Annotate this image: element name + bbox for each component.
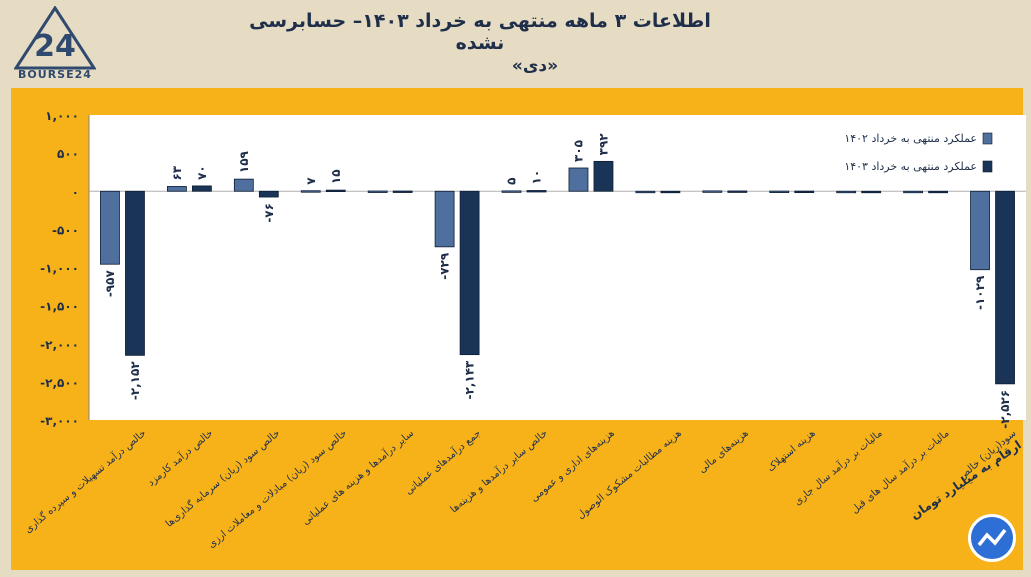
legend-swatch (982, 132, 993, 145)
data-label: ۳۹۲ (596, 133, 610, 156)
bar (233, 178, 254, 192)
bar (459, 190, 480, 356)
y-tick-label: -۱,۰۰۰ (40, 262, 79, 276)
data-label: ۷ (304, 177, 318, 185)
bar (166, 186, 187, 192)
page-title: اطلاعات ۳ ماهه منتهی به خرداد ۱۴۰۳– حساب… (249, 10, 711, 54)
bar (702, 190, 723, 193)
data-label: -۱۰۲۹ (973, 275, 987, 310)
data-label: ۷۰ (195, 165, 209, 180)
data-label: ۱۵ (329, 169, 343, 184)
category-label: خالص سود (زیان) سرمایه گذاری‌ها (163, 427, 282, 530)
y-tick-label: ۱,۰۰۰ (45, 109, 79, 123)
legend-label: عملکرد منتهی به خرداد ۱۴۰۲ (844, 132, 977, 145)
data-label: ۵ (505, 178, 519, 185)
data-label: ۱۰ (530, 170, 544, 185)
data-label: -۷۶ (262, 203, 276, 223)
data-label: -۲,۱۵۲ (128, 361, 142, 401)
y-tick-label: -۱,۵۰۰ (40, 300, 79, 314)
svg-text:24: 24 (34, 29, 76, 64)
data-label: ۶۳ (170, 165, 184, 180)
category-label: خالص درآمد تسهیلات و سپرده گذاری (22, 426, 149, 535)
bar (258, 190, 279, 198)
bar (928, 190, 949, 194)
legend-swatch (982, 160, 993, 173)
logo-text: BOURSE24 (18, 68, 92, 81)
trend-icon (977, 528, 1007, 547)
bar (367, 190, 388, 193)
y-tick-label: -۲,۰۰۰ (40, 338, 79, 352)
plot-area (89, 115, 1026, 420)
data-label: -۲,۵۲۶ (998, 390, 1012, 429)
category-label: خالص سود (زیان) مبادلات و معاملات ارزی (206, 428, 349, 550)
legend-label: عملکرد منتهی به خرداد ۱۴۰۳ (844, 160, 977, 173)
data-label: -۲,۱۴۳ (463, 360, 477, 400)
y-tick-label: ۵۰۰ (57, 147, 79, 161)
bar (125, 190, 145, 356)
data-label: -۹۵۷ (103, 270, 117, 298)
bar (526, 190, 547, 193)
bar (769, 190, 790, 193)
y-tick-label: -۲,۵۰۰ (40, 376, 79, 390)
bar (501, 190, 522, 193)
bar (660, 190, 681, 194)
bourse24-logo: 24 (14, 6, 96, 70)
category-label: هزینه‌های مالی (697, 428, 751, 476)
bar (995, 190, 1015, 385)
data-label: ۳۰۵ (571, 140, 585, 162)
bar (325, 189, 346, 193)
bar (300, 190, 321, 193)
category-label: خالص درآمد کارمزد (145, 426, 216, 488)
category-label: هزینه استهلاک (766, 428, 818, 474)
category-label: سایر درآمدها و هزینه های عملیاتی (299, 426, 416, 527)
bar (903, 190, 924, 194)
bar (568, 167, 589, 192)
bar (794, 190, 815, 193)
bar (861, 190, 882, 194)
bar (434, 190, 455, 248)
bar (392, 190, 413, 193)
bar (727, 190, 748, 193)
data-label: ۱۵۹ (237, 150, 251, 173)
bar (635, 190, 656, 194)
page-subtitle: «دی» (511, 56, 559, 76)
bar (100, 190, 120, 265)
data-label: -۷۲۹ (438, 252, 452, 280)
bar (593, 160, 614, 192)
bar (836, 190, 857, 194)
y-tick-label: -۵۰۰ (52, 223, 79, 237)
y-tick-label: ۰ (72, 185, 79, 199)
bar (191, 185, 212, 192)
y-tick-label: -۳,۰۰۰ (40, 414, 79, 428)
chart-badge-icon (968, 514, 1016, 562)
bar (970, 190, 990, 271)
